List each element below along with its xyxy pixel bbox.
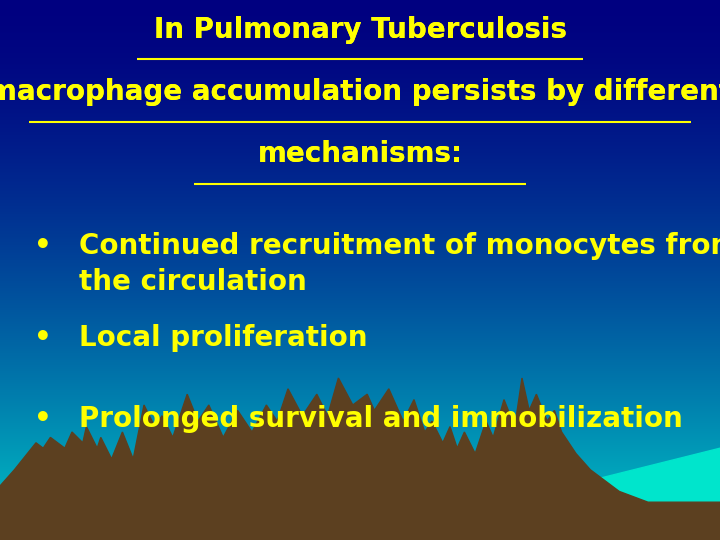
Polygon shape — [569, 448, 720, 540]
Text: mechanisms:: mechanisms: — [258, 140, 462, 168]
Text: Prolonged survival and immobilization: Prolonged survival and immobilization — [79, 405, 683, 433]
Text: •: • — [35, 324, 52, 352]
Text: In Pulmonary Tuberculosis: In Pulmonary Tuberculosis — [153, 16, 567, 44]
Polygon shape — [0, 378, 720, 540]
Text: Continued recruitment of monocytes from
the circulation: Continued recruitment of monocytes from … — [79, 232, 720, 296]
Text: Local proliferation: Local proliferation — [79, 324, 368, 352]
Text: In Pulmonary Tuberculosis: In Pulmonary Tuberculosis — [153, 16, 567, 44]
Text: macrophage accumulation persists by different: macrophage accumulation persists by diff… — [0, 78, 720, 106]
Text: macrophage accumulation persists by different: macrophage accumulation persists by diff… — [0, 78, 720, 106]
Text: mechanisms:: mechanisms: — [258, 140, 462, 168]
Text: •: • — [35, 405, 52, 433]
Text: •: • — [35, 232, 52, 260]
